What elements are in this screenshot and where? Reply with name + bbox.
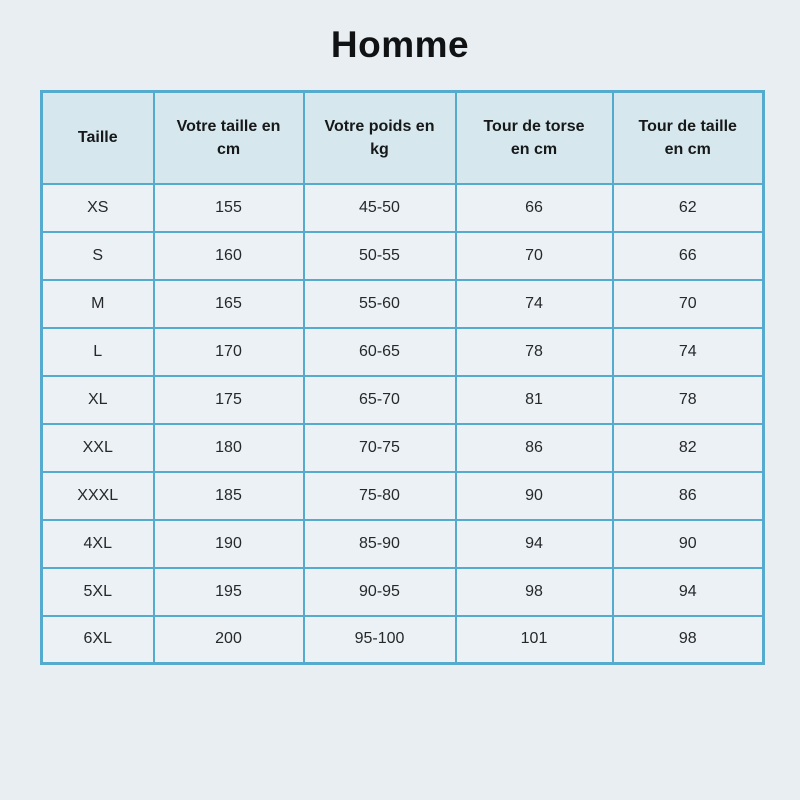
column-header-votre-poids: Votre poids en kg: [302, 90, 457, 185]
table-cell: 185: [152, 470, 305, 521]
table-cell: 95-100: [302, 614, 457, 665]
table-row: XXXL 185 75-80 90 86: [40, 470, 765, 521]
table-row: L 170 60-65 78 74: [40, 326, 765, 377]
table-cell: 62: [611, 182, 765, 233]
table-cell: 70: [454, 230, 614, 281]
table-cell: 85-90: [302, 518, 457, 569]
table-cell: 101: [454, 614, 614, 665]
table-cell: 70-75: [302, 422, 457, 473]
table-cell: 90: [454, 470, 614, 521]
table-cell: 195: [152, 566, 305, 617]
table-cell: 55-60: [302, 278, 457, 329]
column-header-votre-taille: Votre taille en cm: [152, 90, 305, 185]
size-cell: 5XL: [40, 566, 155, 617]
table-cell: 190: [152, 518, 305, 569]
table-cell: 98: [454, 566, 614, 617]
table-cell: 78: [454, 326, 614, 377]
table-cell: 65-70: [302, 374, 457, 425]
size-cell: XXL: [40, 422, 155, 473]
table-cell: 78: [611, 374, 765, 425]
table-cell: 86: [611, 470, 765, 521]
table-row: XXL 180 70-75 86 82: [40, 422, 765, 473]
table-row: 5XL 195 90-95 98 94: [40, 566, 765, 617]
table-cell: 170: [152, 326, 305, 377]
size-cell: S: [40, 230, 155, 281]
table-cell: 74: [611, 326, 765, 377]
table-row: XS 155 45-50 66 62: [40, 182, 765, 233]
table-row: XL 175 65-70 81 78: [40, 374, 765, 425]
table-header: Taille Votre taille en cm Votre poids en…: [40, 90, 765, 185]
size-chart-table: Taille Votre taille en cm Votre poids en…: [40, 90, 765, 665]
table-cell: 66: [611, 230, 765, 281]
table-cell: 81: [454, 374, 614, 425]
table-cell: 94: [454, 518, 614, 569]
size-cell: M: [40, 278, 155, 329]
table-cell: 86: [454, 422, 614, 473]
table-row: 4XL 190 85-90 94 90: [40, 518, 765, 569]
table-cell: 45-50: [302, 182, 457, 233]
table-cell: 66: [454, 182, 614, 233]
table-cell: 98: [611, 614, 765, 665]
size-cell: 4XL: [40, 518, 155, 569]
table-row: S 160 50-55 70 66: [40, 230, 765, 281]
table-cell: 94: [611, 566, 765, 617]
column-header-tour-de-torse: Tour de torse en cm: [454, 90, 614, 185]
header-row: Taille Votre taille en cm Votre poids en…: [40, 90, 765, 185]
page-title: Homme: [330, 24, 470, 65]
table-cell: 160: [152, 230, 305, 281]
table-cell: 70: [611, 278, 765, 329]
size-cell: L: [40, 326, 155, 377]
table-cell: 165: [152, 278, 305, 329]
table-cell: 200: [152, 614, 305, 665]
table-row: 6XL 200 95-100 101 98: [40, 614, 765, 665]
table-cell: 74: [454, 278, 614, 329]
table-cell: 60-65: [302, 326, 457, 377]
table-body: XS 155 45-50 66 62 S 160 50-55 70 66 M 1…: [40, 182, 765, 665]
table-cell: 155: [152, 182, 305, 233]
table-cell: 90: [611, 518, 765, 569]
size-cell: XS: [40, 182, 155, 233]
size-cell: 6XL: [40, 614, 155, 665]
table-cell: 90-95: [302, 566, 457, 617]
size-cell: XXXL: [40, 470, 155, 521]
table-cell: 82: [611, 422, 765, 473]
table-cell: 75-80: [302, 470, 457, 521]
column-header-taille: Taille: [40, 90, 155, 185]
table-row: M 165 55-60 74 70: [40, 278, 765, 329]
table-cell: 50-55: [302, 230, 457, 281]
table-cell: 180: [152, 422, 305, 473]
table-cell: 175: [152, 374, 305, 425]
column-header-tour-de-taille: Tour de taille en cm: [611, 90, 765, 185]
size-cell: XL: [40, 374, 155, 425]
